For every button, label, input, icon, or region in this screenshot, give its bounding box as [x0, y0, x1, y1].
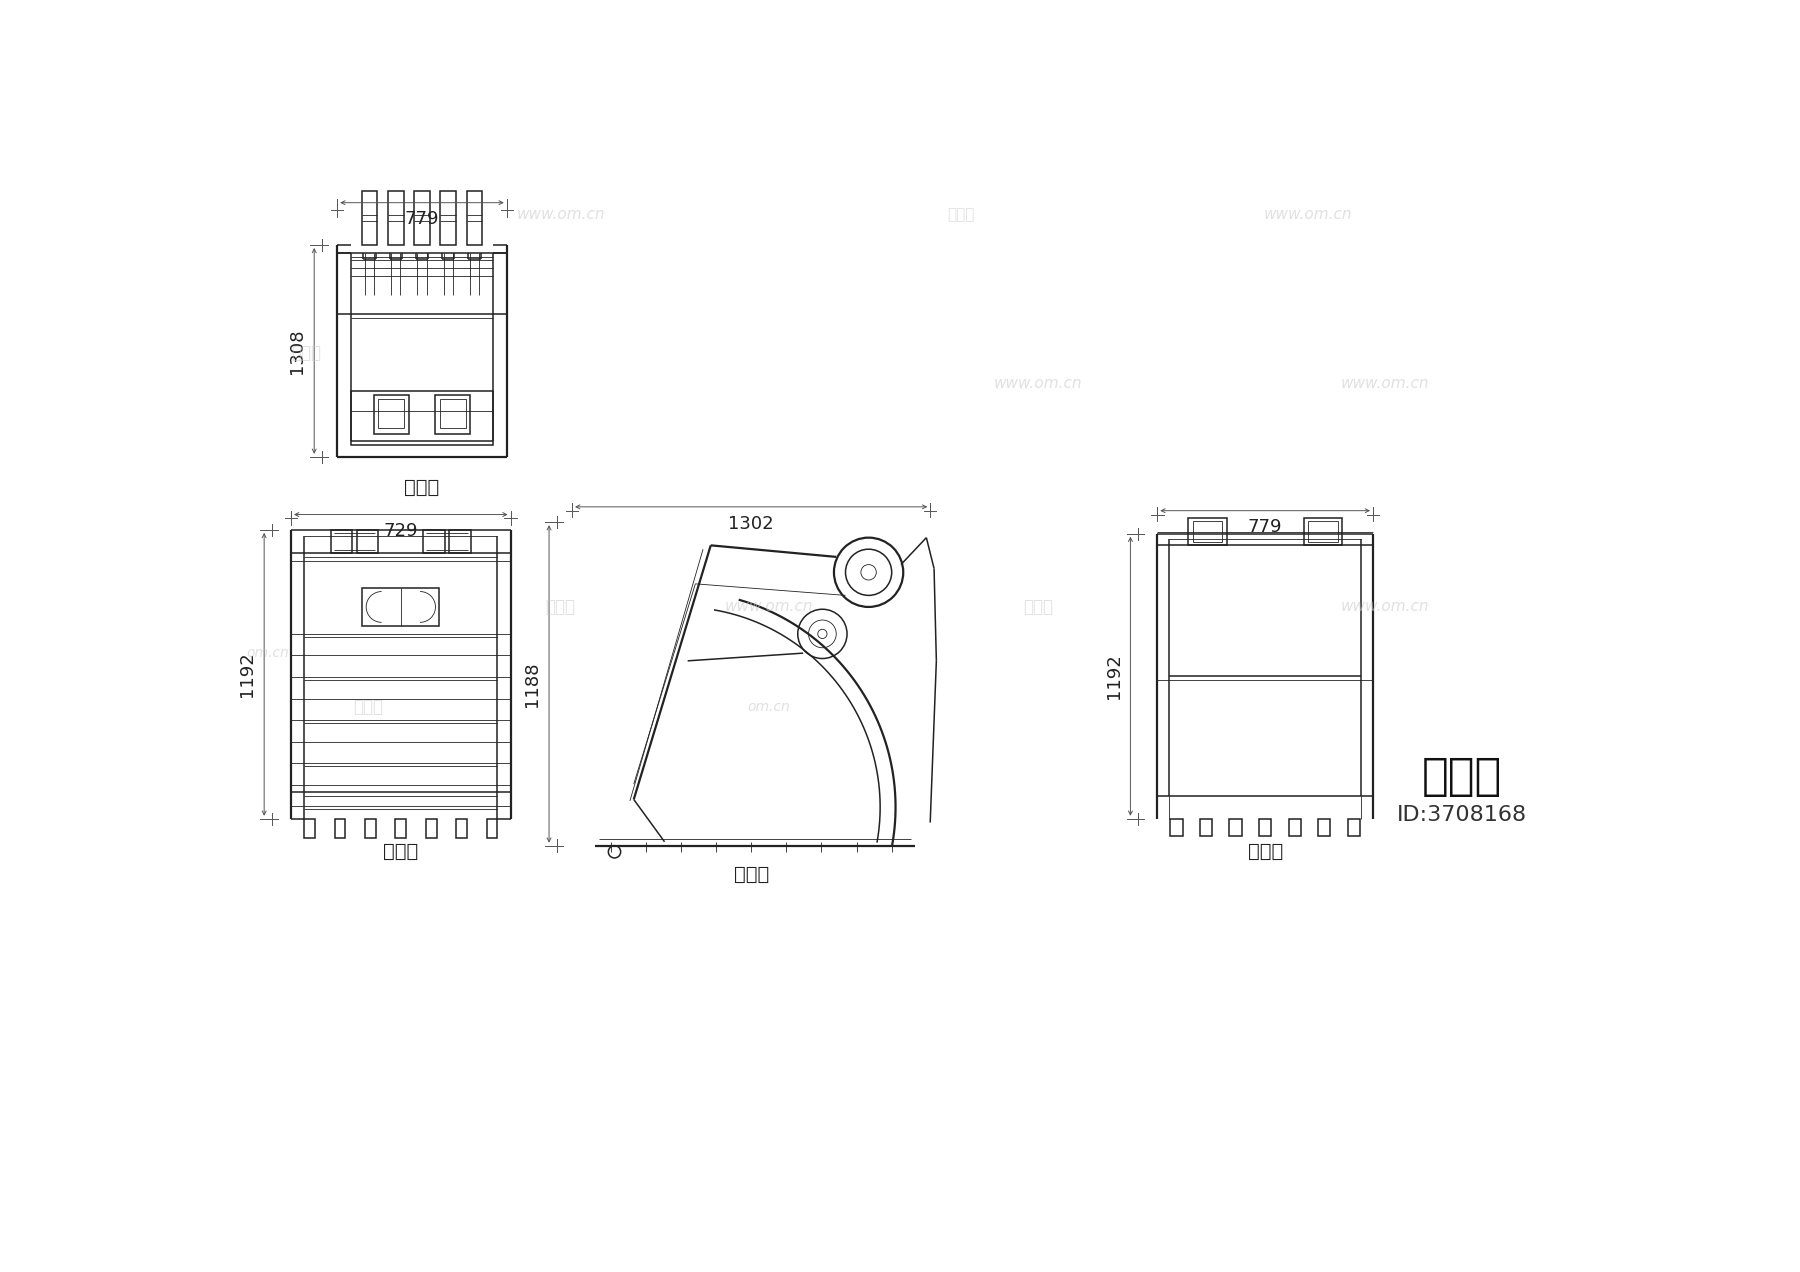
- Text: www.om.cn: www.om.cn: [994, 377, 1082, 392]
- Text: 1188: 1188: [524, 661, 542, 707]
- Bar: [466, 191, 482, 245]
- Bar: [389, 191, 403, 245]
- Bar: [1289, 819, 1301, 836]
- Text: 欧模网: 欧模网: [947, 207, 974, 221]
- Text: 欧模网: 欧模网: [353, 698, 383, 716]
- Text: 1302: 1302: [729, 515, 774, 533]
- Bar: [356, 530, 378, 553]
- Bar: [365, 819, 376, 838]
- Bar: [1201, 819, 1211, 836]
- Bar: [374, 396, 409, 434]
- Bar: [439, 399, 466, 429]
- Bar: [441, 191, 455, 245]
- Text: 后视图: 后视图: [1247, 842, 1283, 861]
- Bar: [436, 396, 470, 434]
- Text: 1192: 1192: [1105, 654, 1123, 700]
- Bar: [1170, 819, 1183, 836]
- Text: www.om.cn: www.om.cn: [1341, 377, 1429, 392]
- Text: om.cn: om.cn: [247, 646, 290, 660]
- Bar: [1188, 519, 1226, 546]
- Bar: [304, 819, 315, 838]
- Text: 欧模网: 欧模网: [1422, 754, 1501, 798]
- Bar: [486, 819, 497, 838]
- Bar: [1229, 819, 1242, 836]
- Text: 欧模网: 欧模网: [1022, 598, 1053, 616]
- Bar: [1309, 522, 1337, 542]
- Text: www.om.cn: www.om.cn: [724, 599, 814, 614]
- Text: 729: 729: [383, 523, 418, 541]
- Bar: [1318, 819, 1330, 836]
- Text: 1192: 1192: [238, 651, 256, 697]
- Text: 欧模网: 欧模网: [545, 598, 576, 616]
- Text: 1308: 1308: [288, 328, 306, 374]
- Bar: [1258, 819, 1271, 836]
- Bar: [362, 588, 439, 626]
- Bar: [1303, 519, 1343, 546]
- Bar: [450, 530, 472, 553]
- Bar: [335, 819, 346, 838]
- Bar: [455, 819, 466, 838]
- Text: 正视图: 正视图: [383, 842, 418, 861]
- Bar: [414, 191, 430, 245]
- Bar: [362, 191, 378, 245]
- Bar: [423, 530, 445, 553]
- Bar: [331, 530, 353, 553]
- Text: www.om.cn: www.om.cn: [1341, 599, 1429, 614]
- Text: www.om.cn: www.om.cn: [1264, 207, 1352, 221]
- Bar: [1193, 522, 1222, 542]
- Text: om.cn: om.cn: [747, 700, 790, 714]
- Text: 顶视图: 顶视图: [405, 477, 439, 496]
- Text: 欧模网: 欧模网: [292, 343, 322, 361]
- Text: 779: 779: [405, 210, 439, 229]
- Bar: [1348, 819, 1359, 836]
- Bar: [396, 819, 407, 838]
- Bar: [378, 399, 403, 429]
- Text: www.om.cn: www.om.cn: [517, 207, 605, 221]
- Text: ID:3708168: ID:3708168: [1397, 805, 1526, 824]
- Text: 779: 779: [1247, 519, 1282, 537]
- Text: 侧视图: 侧视图: [734, 865, 769, 884]
- Bar: [427, 819, 437, 838]
- Bar: [351, 392, 493, 445]
